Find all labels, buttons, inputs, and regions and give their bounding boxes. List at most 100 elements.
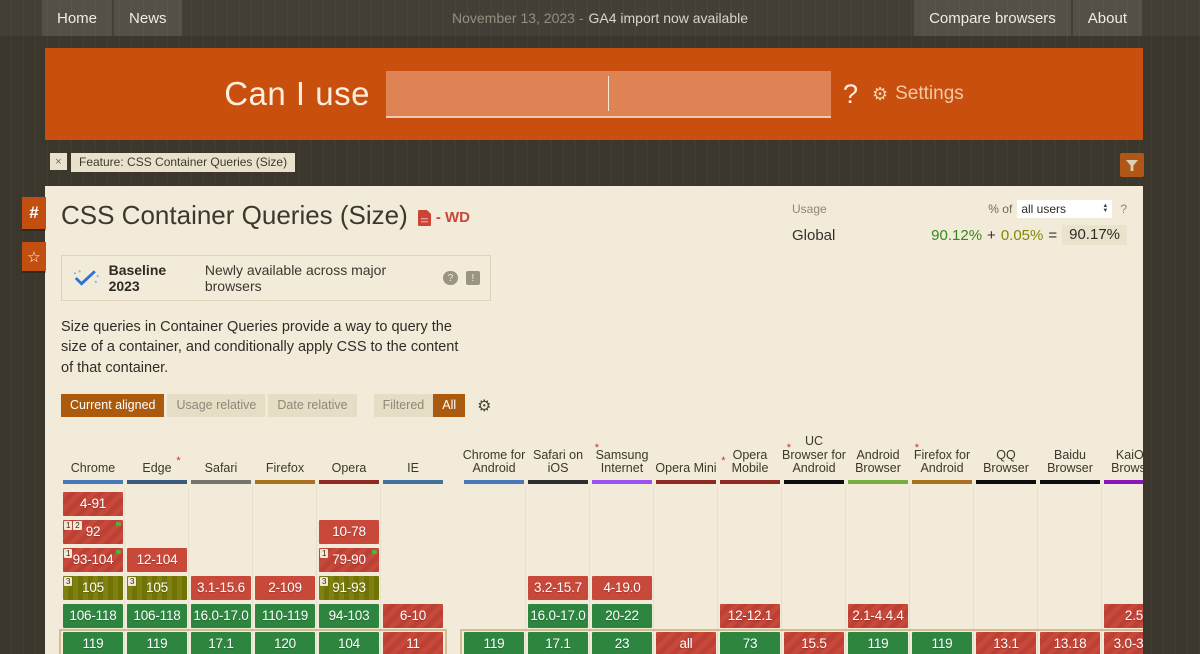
site-logo[interactable]: Can I use [224,75,370,112]
version-cell[interactable]: 91-93 3 [319,575,379,600]
version-cell[interactable]: 119 [848,631,908,654]
note-badges: 3 [128,576,137,586]
view-button-current-aligned[interactable]: Current aligned [61,394,165,418]
version-cell[interactable]: 2.1-4.4.4 [848,603,908,628]
view-button-usage-relative[interactable]: Usage relative [167,394,266,418]
nav-button-about[interactable]: About [1072,0,1142,36]
version-cell[interactable]: 120 [255,631,315,654]
announcement-link[interactable]: GA4 import now available [588,10,749,26]
version-cell[interactable]: 17.1 [528,631,588,654]
version-cell[interactable]: 4-19.0 [592,575,652,600]
settings-button[interactable]: ⚙ Settings [871,83,964,104]
version-cell[interactable]: 20-22 [592,603,652,628]
version-cell[interactable]: 94-103 [319,603,379,628]
version-cells: 3.2-15.716.0-17.017.117.2 [526,484,590,654]
asterisk-note-icon[interactable]: * [786,441,791,454]
version-cell[interactable]: 15.5 [784,631,844,654]
asterisk-note-icon[interactable]: * [176,455,181,468]
version-cell[interactable]: 119 [63,631,123,654]
anchor-link-button[interactable]: # [22,197,46,229]
version-cell[interactable]: 3.0-3.1 [1104,631,1143,654]
version-cell[interactable]: 13.1 [976,631,1036,654]
version-cell[interactable]: 16.0-17.0 [191,603,251,628]
browser-header: KaiOS Browser [1102,426,1143,480]
version-cells: 13.18 [1038,484,1102,654]
filter-button-all[interactable]: All [433,394,466,418]
version-range-label: 110-119 [261,608,309,624]
version-cells: all [654,484,718,654]
version-cell[interactable]: 3.2-15.7 [528,575,588,600]
browser-name: Firefox for Android [913,447,971,476]
feature-panel: CSS Container Queries (Size) - WD Usage … [45,186,1143,654]
version-cell[interactable]: 6-10 [383,603,443,628]
version-cell[interactable]: 11 [383,631,443,654]
page-title: CSS Container Queries (Size) [61,200,408,230]
feature-filter-chip[interactable]: Feature: CSS Container Queries (Size) [71,153,296,172]
version-cell[interactable]: 105 3 [127,575,187,600]
table-settings-gear-icon[interactable]: ⚙ [477,397,492,415]
version-cell[interactable]: 12-104 [127,547,187,572]
version-cell[interactable]: 23 [592,631,652,654]
spec-link[interactable]: - WD [417,209,470,226]
version-cell[interactable]: 119 [464,631,524,654]
nav-button-home[interactable]: Home [42,0,113,36]
version-cell[interactable]: 119 [912,631,972,654]
version-range-label: 3.0-3.1 [1113,636,1143,652]
nav-button-compare-browsers[interactable]: Compare browsers [914,0,1071,36]
note-badge: 1 [320,548,329,558]
browser-name: Safari on iOS * [532,441,599,476]
version-cell[interactable]: 10-78 [319,519,379,544]
version-cell[interactable]: 13.18 [1040,631,1100,654]
browser-group-mobile: Chrome for Android 119 Safari on iOS * 3.2-1… [460,426,1143,654]
version-cell[interactable]: all [656,631,716,654]
browser-name: Opera Mobile * [731,441,791,476]
version-cell[interactable]: 106-118 [63,603,123,628]
browser-header: Edge * [125,426,189,480]
version-cell[interactable]: 73 [720,631,780,654]
version-cell[interactable]: 2.5 [1104,603,1143,628]
browser-color-bar [592,479,652,484]
version-cell[interactable]: 79-90 1 ⚑ [319,547,379,572]
version-cell[interactable]: 16.0-17.0 [528,603,588,628]
asterisk-note-icon[interactable]: * [594,441,599,454]
baseline-feedback-icon[interactable]: ! [465,271,480,285]
filter-button-filtered[interactable]: Filtered [373,394,434,418]
browser-color-bar [383,479,443,484]
browser-header: Firefox [253,426,317,480]
version-cell[interactable]: 12-12.1 [720,603,780,628]
asterisk-note-icon[interactable]: * [721,455,726,468]
remove-filter-button[interactable]: × [50,153,67,170]
nav-button-news[interactable]: News [114,0,182,36]
browser-name: Safari [204,461,238,476]
usage-help-button[interactable]: ? [1120,202,1127,216]
baseline-check-icon [73,270,99,286]
version-cell[interactable]: 110-119 [255,603,315,628]
version-cells: 6-10 11 [381,484,445,654]
usage-region-select[interactable]: all users ▲ ▼ [1017,200,1113,218]
favorite-button[interactable]: ☆ [22,242,46,271]
version-cell[interactable]: 119 [127,631,187,654]
version-cell[interactable]: 106-118 [127,603,187,628]
close-icon: × [55,155,62,168]
asterisk-note-icon[interactable]: * [914,441,919,454]
version-cell[interactable]: 92 1 2 ⚑ [63,519,123,544]
spec-status-label: - WD [435,209,470,226]
version-cell[interactable]: 93-104 1 ⚑ [63,547,123,572]
filter-toggle-button[interactable] [1120,153,1144,177]
version-cell[interactable]: 4-91 [63,491,123,516]
note-badge: 3 [320,576,329,586]
version-range-label: 105 [82,580,104,596]
version-cell[interactable]: 104 [319,631,379,654]
search-input[interactable] [385,70,831,118]
version-cell[interactable]: 3.1-15.6 [191,575,251,600]
version-cell[interactable]: 17.1 [191,631,251,654]
view-controls: Current aligned Usage relative Date relati… [61,394,1127,418]
version-cell[interactable]: 2-109 [255,575,315,600]
view-button-date-relative[interactable]: Date relative [268,394,357,418]
version-cells: 13.1 [974,484,1038,654]
version-range-label: 120 [274,636,296,652]
baseline-help-icon[interactable]: ? [443,271,458,285]
version-cell[interactable]: 105 3 [63,575,123,600]
